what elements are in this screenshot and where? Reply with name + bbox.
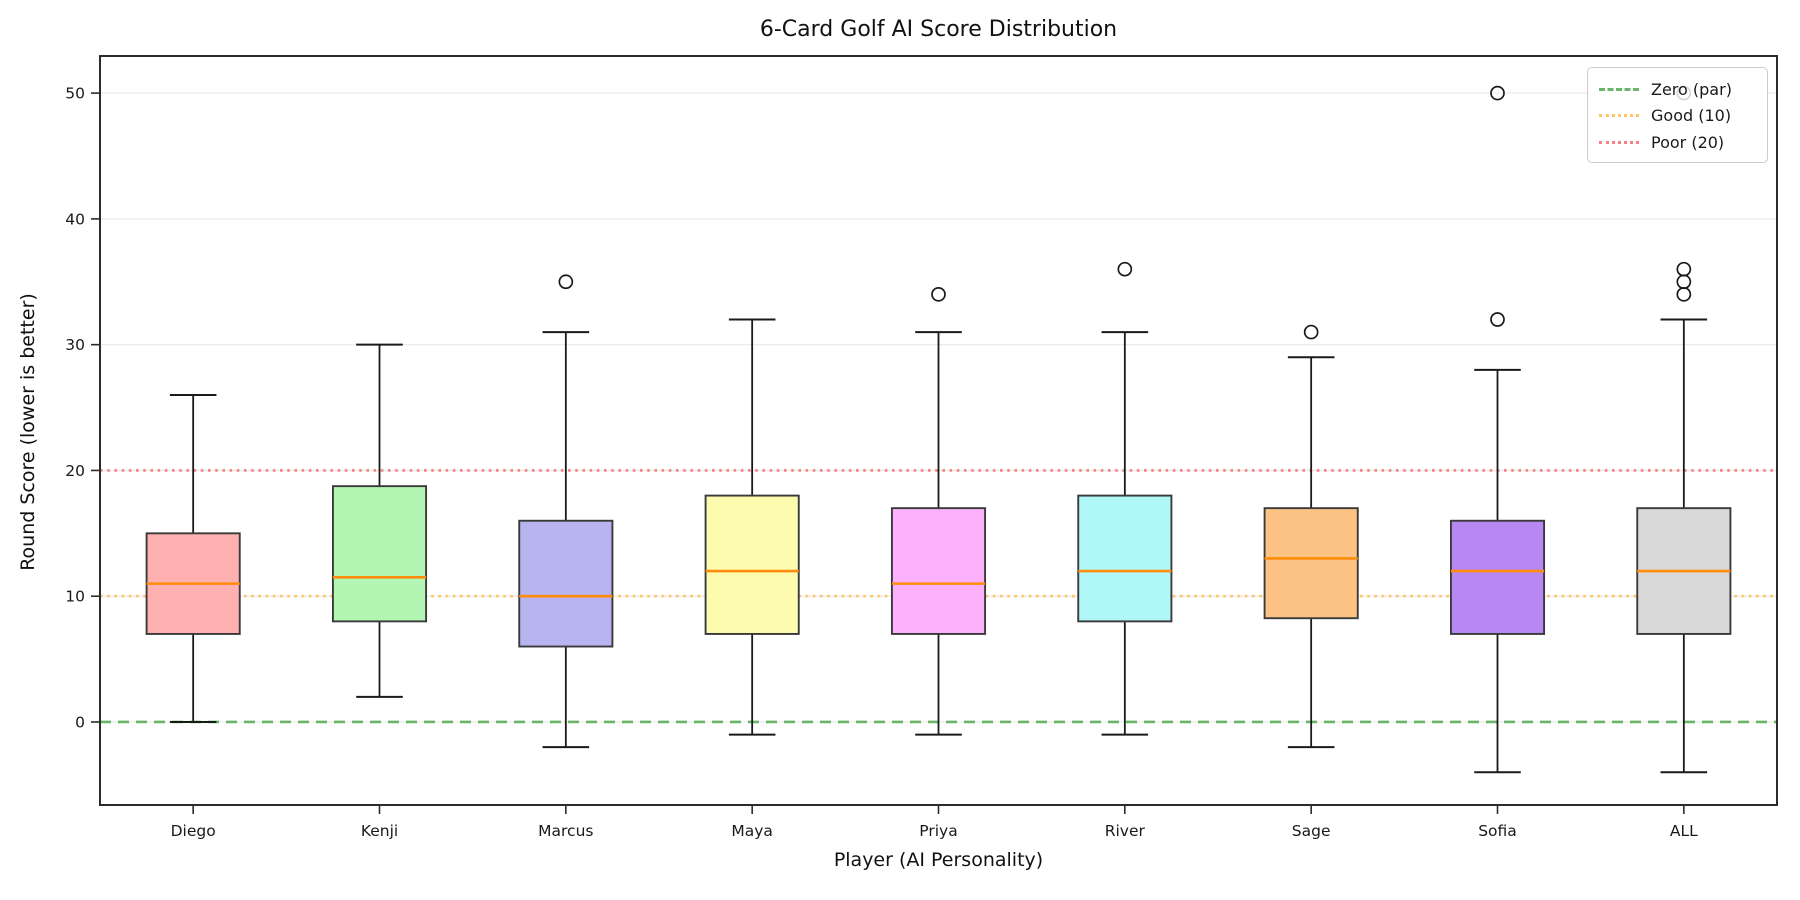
outlier-point	[931, 286, 946, 302]
chart-title: 6-Card Golf AI Score Distribution	[759, 17, 1118, 42]
y-axis-label: Round Score (lower is better)	[17, 293, 39, 571]
iqr-box	[518, 519, 614, 648]
zero-line-swatch-icon	[1599, 87, 1639, 91]
iqr-box	[331, 485, 428, 623]
x-tick-label: River	[1105, 822, 1146, 840]
legend-item-poor: Poor (20)	[1599, 130, 1757, 154]
x-tick-label: Marcus	[538, 822, 593, 840]
good-line-swatch-icon	[1599, 114, 1639, 117]
y-tick-label: 50	[65, 85, 85, 103]
box-group-Sage	[1263, 324, 1359, 749]
legend-label: Zero (par)	[1651, 79, 1732, 99]
outlier-point	[1490, 85, 1505, 101]
outlier-point	[1676, 261, 1692, 277]
x-tick-label: Kenji	[361, 822, 398, 840]
outlier-point	[1676, 274, 1692, 290]
outlier-point	[1490, 312, 1505, 327]
poor-line-swatch-icon	[1599, 140, 1639, 144]
iqr-box	[890, 507, 987, 635]
plot-border	[99, 55, 1778, 806]
legend-item-good: Good (10)	[1599, 104, 1757, 128]
y-tick-label: 40	[65, 210, 85, 228]
y-tick-label: 10	[65, 588, 85, 606]
legend: Zero (par) Good (10) Poor (20)	[1587, 67, 1768, 163]
y-tick-label: 0	[75, 713, 85, 731]
y-tick-label: 30	[65, 336, 85, 354]
legend-label: Good (10)	[1651, 106, 1732, 125]
legend-item-zero: Zero (par)	[1599, 77, 1757, 101]
x-tick-label: ALL	[1670, 822, 1698, 840]
y-tick-label: 20	[65, 462, 85, 480]
iqr-box	[704, 494, 800, 635]
x-tick-label: Sage	[1292, 822, 1331, 840]
iqr-box	[1077, 494, 1173, 623]
box-group-Kenji	[331, 343, 428, 698]
x-tick-label: Diego	[171, 822, 216, 840]
x-tick-label: Priya	[919, 822, 957, 840]
outlier-point	[1303, 324, 1319, 340]
outlier-point	[1117, 261, 1133, 277]
box-group-River	[1077, 261, 1173, 736]
box-group-Diego	[145, 393, 241, 723]
box-group-Priya	[890, 286, 987, 736]
box-group-Maya	[704, 318, 800, 736]
x-tick-label: Sofia	[1478, 822, 1517, 840]
outlier-point	[558, 274, 574, 290]
box-group-Marcus	[518, 274, 614, 749]
box-group-Sofia	[1449, 85, 1546, 774]
iqr-box	[1263, 507, 1359, 620]
x-tick-label: Maya	[731, 822, 773, 840]
box-group-ALL	[1636, 85, 1732, 774]
outlier-point	[1676, 286, 1692, 302]
legend-label: Poor (20)	[1651, 132, 1725, 152]
x-axis-label: Player (AI Personality)	[833, 849, 1044, 871]
iqr-box	[1449, 519, 1546, 635]
